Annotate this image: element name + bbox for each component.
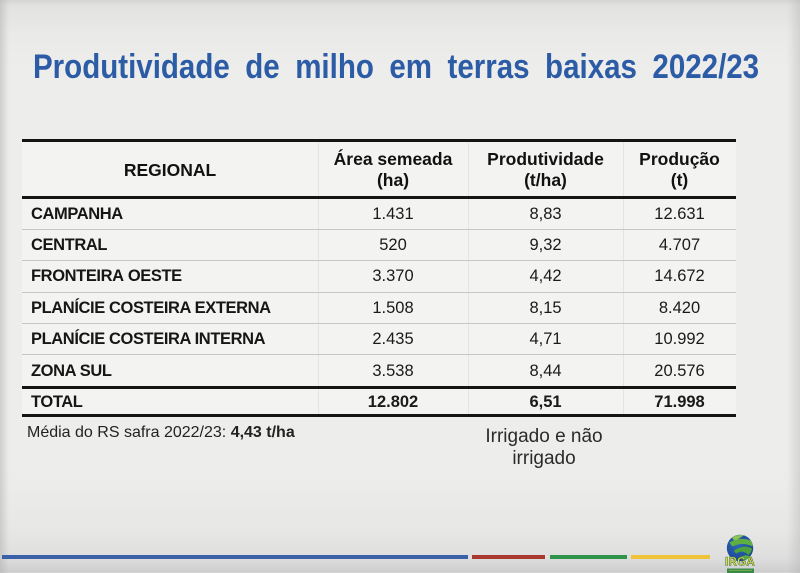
svg-text:IRGA: IRGA <box>725 557 755 569</box>
